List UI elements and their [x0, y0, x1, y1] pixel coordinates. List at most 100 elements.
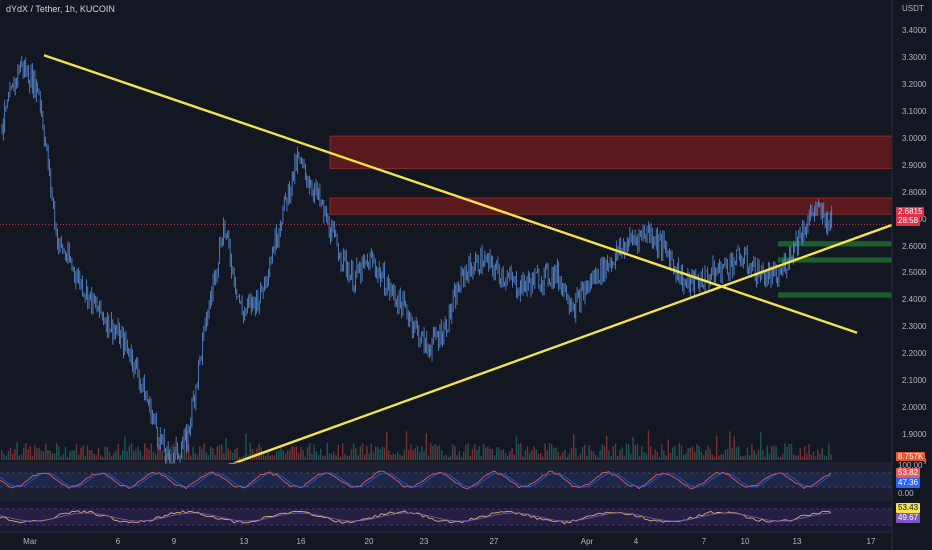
volume-bar — [643, 452, 645, 460]
volume-bar — [482, 443, 485, 460]
volume-bar — [394, 454, 397, 460]
volume-bar — [760, 432, 762, 460]
price-tick: 2.6000 — [902, 241, 927, 251]
volume-bar — [344, 453, 346, 460]
volume-bar — [388, 450, 390, 460]
volume-bar — [784, 443, 786, 460]
volume-bar — [368, 453, 370, 460]
volume-bar — [500, 449, 502, 460]
volume-bar — [326, 442, 328, 460]
volume-bar — [456, 455, 458, 460]
volume-bar — [399, 454, 401, 460]
volume-bar — [559, 455, 562, 460]
volume-bar — [535, 449, 537, 460]
volume-bar — [386, 431, 388, 460]
volume-bar — [146, 447, 148, 460]
volume-bar — [515, 436, 518, 460]
volume-bar — [553, 447, 555, 460]
volume-bar — [309, 443, 311, 460]
volume-bar — [397, 452, 399, 460]
oscillator-band — [0, 473, 892, 487]
volume-bar — [634, 445, 636, 460]
time-tick: 20 — [364, 537, 374, 546]
ascending-trendline — [214, 223, 893, 472]
volume-bar — [102, 456, 104, 460]
volume-bar — [705, 450, 707, 460]
volume-bar — [117, 444, 119, 460]
volume-bar — [203, 443, 205, 460]
volume-bar — [452, 444, 454, 460]
volume-bar — [702, 455, 705, 460]
volume-bar — [3, 453, 5, 460]
volume-bar — [504, 452, 507, 460]
volume-bar — [168, 452, 170, 460]
price-tick: 3.0000 — [902, 133, 927, 143]
volume-bar — [432, 445, 434, 460]
volume-bar — [287, 450, 289, 460]
volume-bar — [135, 449, 137, 460]
volume-bar — [614, 443, 617, 460]
price-tick: 2.0000 — [902, 403, 927, 413]
volume-bar — [421, 446, 423, 460]
oscillator-pane-1-bg — [0, 464, 892, 500]
volume-bar — [718, 455, 720, 460]
volume-bar — [632, 437, 634, 460]
volume-bar — [119, 455, 122, 460]
symbol-title[interactable]: dYdX / Tether, 1h, KUCOIN — [6, 4, 115, 14]
volume-bar — [460, 456, 463, 460]
volume-bar — [619, 449, 621, 460]
time-tick: 7 — [701, 537, 707, 546]
volume-bar — [570, 447, 573, 460]
volume-bar — [265, 456, 267, 460]
volume-bar — [427, 455, 430, 460]
price-tick: 2.3000 — [902, 322, 927, 332]
volume-bar — [445, 455, 447, 460]
volume-bar — [172, 444, 174, 460]
volume-bar — [518, 443, 520, 460]
volume-bar — [346, 455, 348, 460]
volume-bar — [548, 443, 551, 460]
volume-bar — [423, 451, 425, 460]
volume-bar — [313, 444, 315, 460]
volume-bar — [722, 454, 724, 460]
volume-bar — [779, 456, 782, 460]
volume-bar — [315, 451, 317, 460]
volume-bar — [324, 455, 326, 460]
volume-bar — [375, 446, 377, 460]
volume-bar — [786, 446, 788, 460]
oscillator2-signal-badge: 49.67 — [896, 513, 921, 523]
volume-bar — [436, 445, 438, 460]
volume-bar — [654, 449, 656, 460]
volume-bar — [551, 444, 553, 460]
volume-bar — [12, 453, 14, 460]
volume-bar — [562, 452, 564, 460]
volume-bar — [577, 456, 579, 460]
volume-bar — [139, 450, 141, 460]
volume-bar — [122, 450, 124, 460]
price-tick: 2.9000 — [902, 160, 927, 170]
oscillator2-signal-line — [0, 512, 832, 522]
volume-bar — [342, 443, 344, 460]
volume-bar — [795, 455, 797, 460]
time-tick: 23 — [419, 537, 429, 546]
volume-bar — [555, 447, 557, 460]
volume-bar — [20, 454, 23, 460]
volume-bar — [469, 456, 471, 460]
volume-bar — [27, 449, 29, 460]
volume-bar — [698, 446, 700, 460]
volume-bar — [729, 431, 731, 460]
support-zone — [778, 292, 892, 298]
volume-bar — [366, 445, 368, 460]
volume-bar — [713, 456, 716, 460]
volume-bar — [225, 438, 227, 460]
volume-bar — [221, 444, 223, 460]
volume-bar — [628, 444, 630, 460]
volume-bar — [249, 443, 251, 460]
volume-bar — [566, 456, 568, 460]
volume-bar — [45, 443, 47, 460]
volume-bar — [364, 454, 366, 460]
volume-bar — [716, 435, 718, 460]
volume-bar — [425, 433, 427, 460]
volume-bar — [190, 455, 192, 460]
